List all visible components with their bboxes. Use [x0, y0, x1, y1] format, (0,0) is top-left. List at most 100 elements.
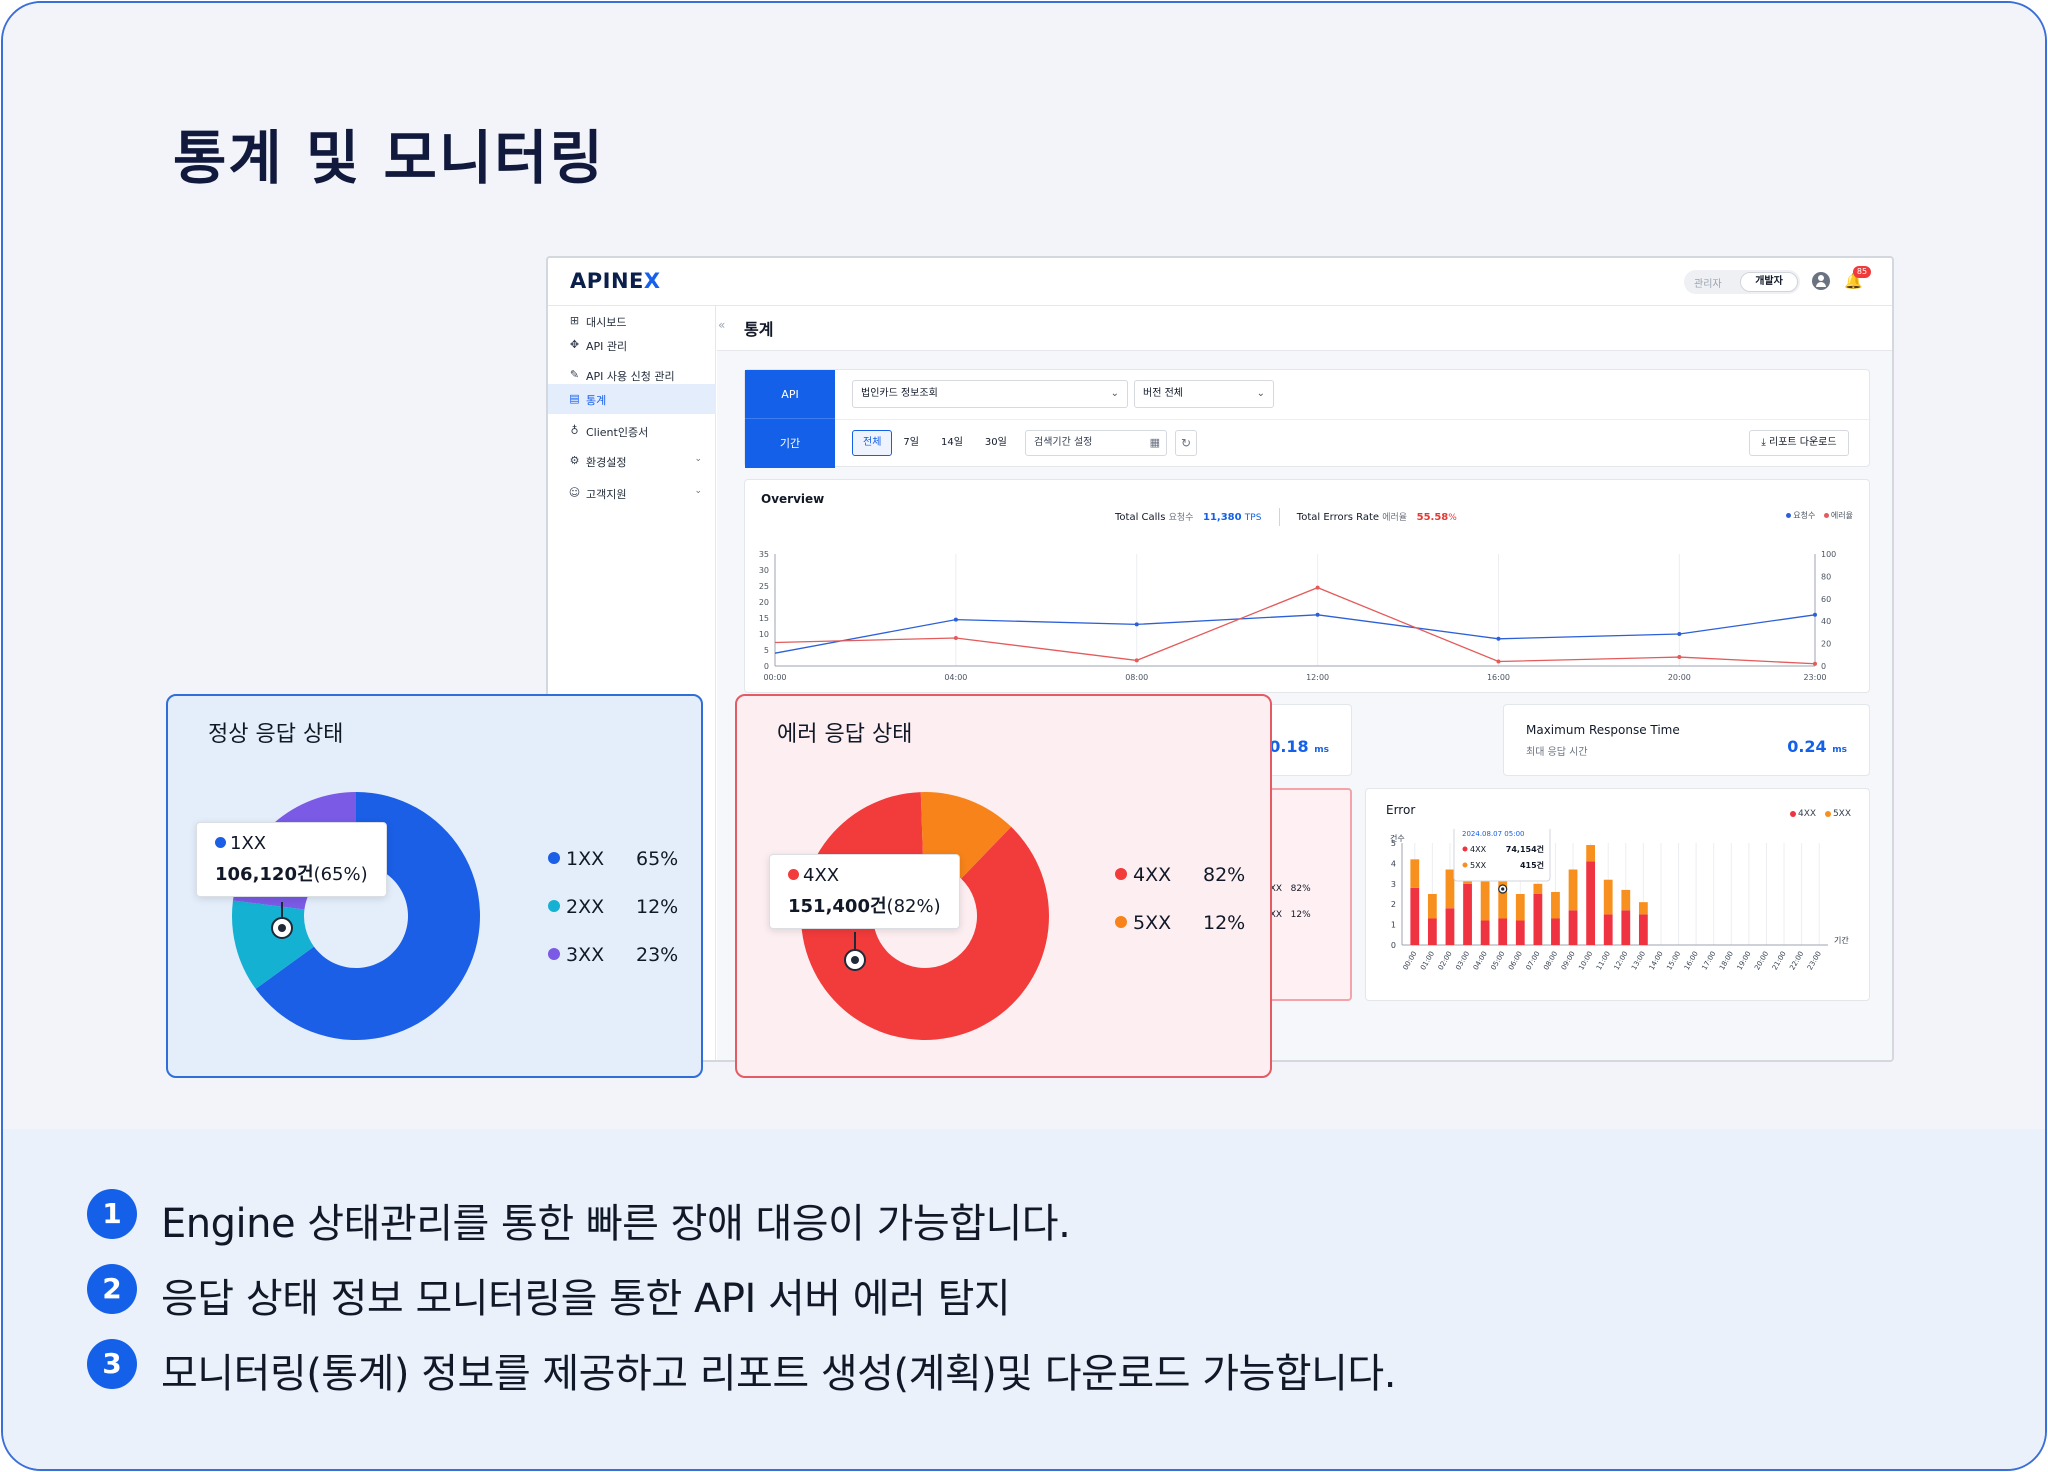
- bar-5xx: [1603, 879, 1613, 915]
- x-tick-label: 18:00: [1718, 950, 1735, 971]
- legend-pct: 12%: [1203, 912, 1246, 934]
- data-point: [1134, 658, 1139, 663]
- y-tick-label: 2: [1391, 900, 1396, 909]
- tooltip-5xx-label: 5XX: [1470, 861, 1487, 870]
- error-chart-title: Error: [1386, 803, 1416, 817]
- legend-errors: 에러율: [1830, 511, 1853, 520]
- max-unit: ms: [1832, 745, 1847, 755]
- legend-name: 2XX: [566, 896, 605, 918]
- normal-legend: 1XX 65% 2XX 12% 3XX 23%: [548, 848, 678, 992]
- legend-4xx: 4XX: [1798, 809, 1817, 819]
- y-tick-label: 25: [759, 582, 769, 591]
- x-axis-label: 기간: [1834, 935, 1849, 945]
- sidebar-collapse-button[interactable]: «: [718, 318, 726, 332]
- chevron-down-icon: ⌄: [694, 454, 702, 464]
- x-tick-label: 04:00: [944, 673, 967, 682]
- y2-tick-label: 60: [1821, 595, 1831, 604]
- filter-divider: [835, 419, 1871, 420]
- notification-badge: 85: [1853, 266, 1871, 278]
- errors-rate-unit: %: [1448, 513, 1457, 523]
- tooltip-date: 2024.08.07 05:00: [1462, 830, 1524, 838]
- x-tick-label: 15:00: [1665, 950, 1682, 971]
- x-tick-label: 12:00: [1613, 950, 1630, 971]
- peek-5xx-value: 12%: [1290, 910, 1311, 920]
- page-title: 통계 및 모니터링: [173, 124, 605, 192]
- bar-5xx: [1621, 889, 1631, 911]
- app-header: APINEX 관리자 개발자 🔔 85: [548, 258, 1892, 306]
- user-icon[interactable]: [1812, 272, 1830, 290]
- y-tick-label: 35: [759, 550, 769, 559]
- x-tick-label: 08:00: [1125, 673, 1148, 682]
- data-point: [1677, 655, 1682, 660]
- chevron-down-icon: ⌄: [694, 486, 702, 496]
- calendar-icon: ▦: [1149, 436, 1160, 449]
- date-range-placeholder: 검색기간 설정: [1034, 437, 1093, 448]
- sidebar-item-label: 대시보드: [586, 316, 627, 329]
- x-tick-label: 16:00: [1683, 950, 1700, 971]
- overview-legend: 요청수 에러율: [1780, 510, 1853, 521]
- role-developer[interactable]: 개발자: [1740, 272, 1798, 292]
- legend-dot: [1115, 867, 1127, 880]
- legend-item: 3XX 23%: [548, 944, 678, 992]
- tooltip-leader: [281, 902, 283, 922]
- bar-4xx: [1533, 894, 1543, 945]
- x-tick-label: 09:00: [1560, 950, 1577, 971]
- data-point: [1315, 585, 1320, 590]
- certificate-icon: ♁: [570, 424, 579, 437]
- max-response-title: Maximum Response Time: [1526, 723, 1680, 737]
- report-download-button[interactable]: ⤓ 리포트 다운로드: [1749, 430, 1849, 456]
- x-tick-label: 21:00: [1771, 950, 1788, 971]
- donut-slice-2xx: [232, 900, 314, 989]
- period-14d[interactable]: 14일: [940, 437, 963, 448]
- data-point: [1496, 636, 1501, 641]
- data-point: [1134, 622, 1139, 627]
- sidebar-item-api[interactable]: ✥ API 관리: [548, 330, 716, 360]
- role-toggle[interactable]: 관리자 개발자: [1684, 270, 1800, 294]
- apinex-logo[interactable]: APINEX: [570, 269, 661, 293]
- logo-text: APINE: [570, 269, 644, 293]
- chevron-down-icon: ⌄: [1110, 388, 1119, 399]
- series-line: [774, 614, 1816, 654]
- tooltip-box: [1453, 829, 1551, 882]
- stats-divider: [1278, 508, 1280, 526]
- bar-4xx: [1603, 914, 1613, 945]
- period-30d[interactable]: 30일: [984, 437, 1007, 448]
- date-range-input[interactable]: 검색기간 설정 ▦: [1025, 430, 1167, 456]
- sidebar-item-support[interactable]: ☺ 고객지원 ⌄: [548, 478, 716, 508]
- slide-bottom-area: [3, 1129, 2045, 1469]
- bar-5xx: [1568, 869, 1578, 911]
- sidebar-item-certificate[interactable]: ♁ Client인증서: [548, 416, 716, 446]
- content-title: 통계: [744, 320, 774, 339]
- period-7d[interactable]: 7일: [903, 437, 919, 448]
- api-select[interactable]: 법인카드 정보조회 ⌄: [852, 380, 1128, 408]
- api-icon: ✥: [569, 338, 580, 351]
- x-tick-label: 22:00: [1788, 950, 1805, 971]
- feature-text: 응답 상태 정보 모니터링을 통한 API 서버 에러 탐지: [161, 1276, 1011, 1322]
- y2-tick-label: 0: [1821, 662, 1826, 671]
- refresh-button[interactable]: ↻: [1175, 430, 1197, 456]
- x-tick-label: 06:00: [1507, 950, 1524, 971]
- bar-5xx: [1480, 875, 1490, 921]
- y2-tick-label: 80: [1821, 572, 1831, 581]
- sidebar-item-dashboard[interactable]: ⊞ 대시보드: [548, 306, 716, 336]
- sidebar-item-statistics[interactable]: ▤ 통계: [548, 384, 716, 414]
- feature-text: 모니터링(통계) 정보를 제공하고 리포트 생성(계획)및 다운로드 가능합니다…: [161, 1351, 1396, 1397]
- errors-rate-value: 55.58: [1416, 512, 1449, 523]
- role-admin[interactable]: 관리자: [1694, 279, 1722, 290]
- period-all[interactable]: 전체: [852, 430, 893, 456]
- version-select[interactable]: 버전 전체 ⌄: [1134, 380, 1274, 408]
- version-select-value: 버전 전체: [1143, 388, 1183, 399]
- filter-panel: API 기간 법인카드 정보조회 ⌄ 버전 전체 ⌄ 전체 7일 14일 30일: [744, 369, 1871, 468]
- x-tick-label: 13:00: [1630, 950, 1647, 971]
- y-tick-label: 5: [764, 646, 769, 655]
- sidebar-item-settings[interactable]: ⚙ 환경설정 ⌄: [548, 446, 716, 476]
- sidebar-item-api-request[interactable]: ✎ API 사용 신청 관리: [548, 360, 716, 390]
- legend-dot: [548, 851, 560, 864]
- y-tick-label: 3: [1391, 880, 1396, 889]
- avg-unit: ms: [1314, 745, 1329, 755]
- sidebar-item-label: API 사용 신청 관리: [586, 370, 675, 383]
- avg-value: 0.18: [1269, 737, 1309, 756]
- legend-item: 4XX 82%: [1115, 864, 1245, 912]
- donut-slice-1xx: [255, 792, 481, 1040]
- app-window: APINEX 관리자 개발자 🔔 85 ⊞ 대시보드 ✥ API 관리 ✎ AP…: [546, 256, 1894, 1062]
